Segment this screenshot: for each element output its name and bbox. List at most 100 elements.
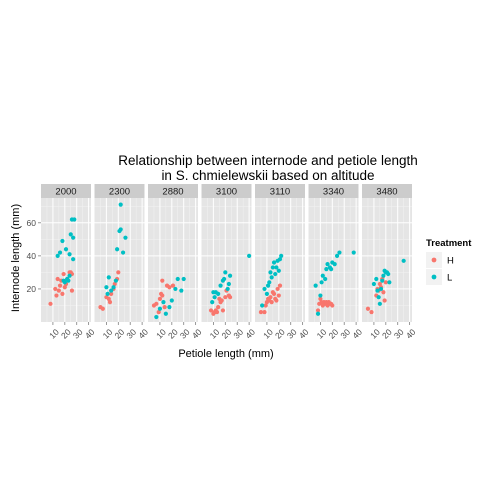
data-point-L: [218, 283, 223, 288]
data-point-H: [227, 295, 233, 300]
x-tick-label: 40: [404, 327, 418, 341]
facet-strip-label: 2300: [109, 187, 130, 198]
data-point-L: [104, 285, 109, 290]
data-point-H: [220, 308, 226, 313]
y-tick-label: 60: [27, 218, 37, 228]
data-point-L: [72, 217, 77, 222]
data-point-H: [170, 283, 176, 288]
data-point-L: [267, 280, 272, 285]
data-point-L: [337, 250, 342, 255]
data-point-L: [71, 235, 76, 240]
data-point-L: [216, 291, 221, 296]
data-point-L: [67, 273, 72, 278]
data-point-L: [154, 314, 159, 320]
data-point-L: [161, 300, 166, 305]
data-point-H: [100, 306, 105, 311]
data-point-L: [179, 288, 184, 293]
data-point-L: [271, 260, 277, 265]
data-point-H: [271, 291, 277, 296]
data-point-L: [247, 253, 252, 258]
data-point-L: [319, 280, 324, 285]
data-point-L: [67, 252, 72, 257]
facet-panels: 2000102030402300102030402880102030403100…: [41, 184, 418, 341]
data-point-H: [315, 308, 321, 313]
data-point-L: [329, 266, 334, 272]
data-point-H: [318, 296, 323, 301]
data-point-H: [383, 280, 388, 285]
x-tick-label: 40: [83, 327, 97, 341]
data-point-H: [160, 293, 165, 298]
data-point-L: [105, 291, 110, 296]
data-point-H: [157, 296, 163, 301]
data-point-L: [381, 273, 386, 278]
data-point-L: [265, 283, 271, 288]
x-tick-label: 40: [350, 327, 364, 341]
x-tick-label: 40: [297, 327, 311, 341]
data-point-L: [115, 247, 120, 252]
data-point-L: [175, 276, 180, 282]
data-point-L: [378, 286, 384, 292]
facet-strip: [201, 184, 252, 198]
data-point-L: [377, 301, 382, 306]
data-point-L: [262, 286, 267, 292]
legend-title: Treatment: [426, 238, 472, 249]
data-point-H: [219, 298, 224, 303]
legend: Treatment HL: [426, 238, 472, 285]
facet-strip: [94, 184, 145, 198]
data-point-H: [377, 281, 382, 287]
data-point-H: [109, 291, 114, 296]
facet-strip-label: 2880: [162, 187, 183, 198]
data-point-L: [320, 273, 325, 278]
facet-strip-label: 3480: [376, 187, 397, 198]
data-point-H: [269, 300, 274, 305]
data-point-L: [313, 283, 318, 288]
data-point-L: [386, 271, 391, 277]
chart-title-line-1: Relationship between internode and petio…: [118, 153, 417, 168]
data-point-L: [334, 253, 340, 258]
legend-label-L: L: [447, 273, 452, 284]
data-point-L: [223, 270, 228, 275]
x-tick-label: 40: [243, 327, 257, 341]
data-point-L: [277, 257, 283, 262]
data-point-L: [222, 276, 227, 282]
data-point-L: [226, 281, 231, 287]
data-point-H: [56, 288, 61, 293]
data-point-L: [169, 298, 174, 303]
facet-strip: [308, 184, 359, 198]
data-point-H: [154, 301, 159, 306]
data-point-L: [332, 262, 337, 267]
data-point-H: [216, 305, 221, 310]
data-point-H: [106, 296, 111, 301]
data-point-H: [160, 278, 165, 283]
data-point-L: [181, 276, 186, 282]
data-point-L: [109, 288, 114, 293]
facet-strip: [41, 184, 91, 198]
data-point-L: [260, 303, 265, 308]
y-axis: 20 40 60: [27, 218, 41, 294]
data-point-H: [214, 309, 220, 315]
data-point-L: [111, 285, 116, 290]
data-point-L: [106, 275, 111, 280]
facet-strip: [255, 184, 305, 198]
data-point-H: [53, 286, 58, 292]
data-point-L: [375, 288, 380, 293]
data-point-H: [330, 303, 335, 308]
data-point-H: [62, 285, 67, 290]
panel-background: [94, 198, 145, 322]
x-tick-label: 40: [190, 327, 204, 341]
legend-dot-L: [431, 274, 437, 280]
data-point-H: [276, 293, 281, 298]
facet-strip-label: 3100: [216, 187, 237, 198]
data-point-L: [264, 291, 270, 296]
data-point-L: [325, 262, 330, 267]
data-point-L: [225, 286, 230, 292]
data-point-L: [118, 202, 123, 207]
y-tick-label: 20: [27, 284, 37, 294]
panel-background: [201, 198, 252, 322]
data-point-L: [324, 266, 329, 272]
data-point-H: [69, 288, 75, 293]
